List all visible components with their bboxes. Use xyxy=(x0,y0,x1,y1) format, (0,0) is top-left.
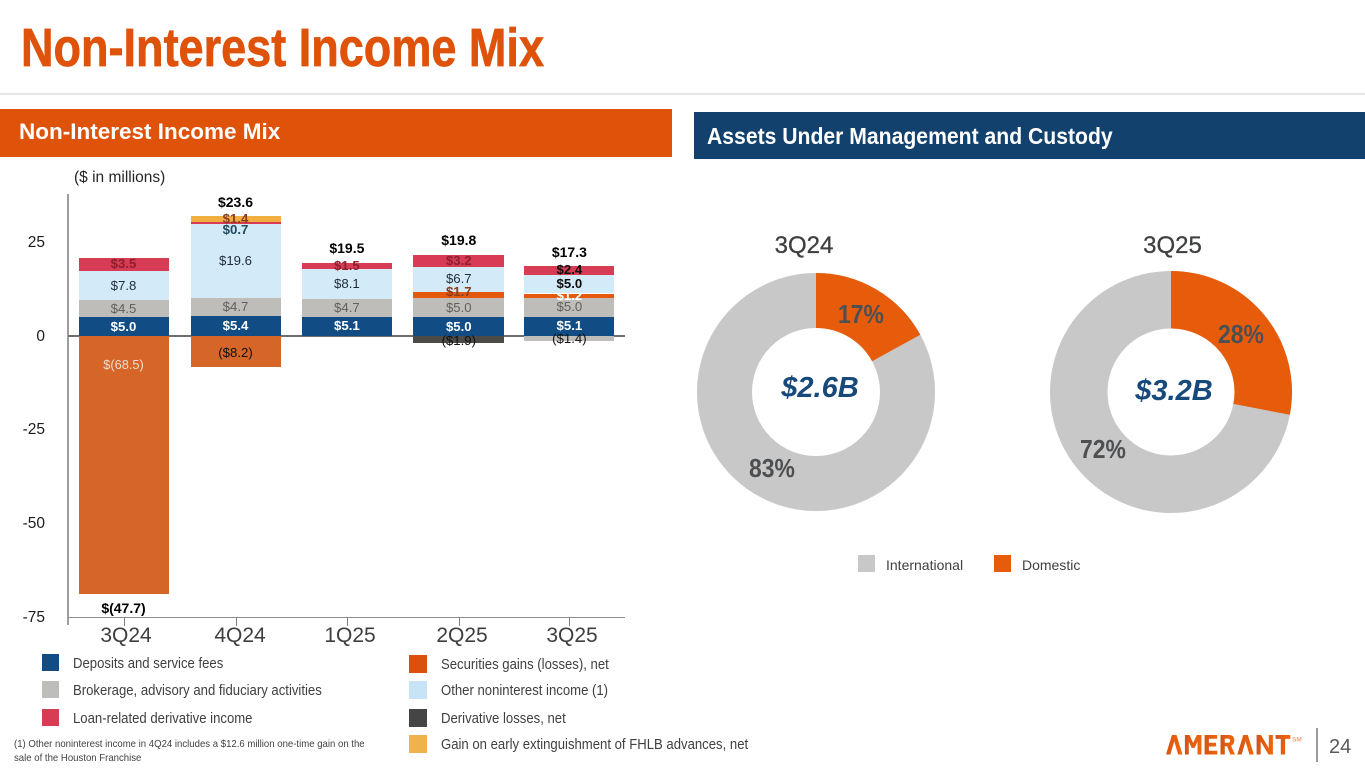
svg-text:SM: SM xyxy=(1292,737,1302,744)
